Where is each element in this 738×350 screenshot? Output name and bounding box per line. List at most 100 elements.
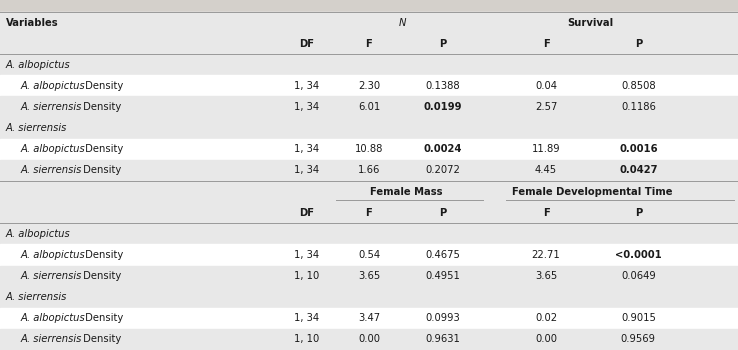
Text: 1, 34: 1, 34 [294, 250, 319, 260]
Text: 4.45: 4.45 [535, 166, 557, 175]
Text: Density: Density [82, 313, 123, 323]
Bar [0, 202, 738, 223]
Text: 3.65: 3.65 [358, 271, 380, 281]
Text: 1, 34: 1, 34 [294, 166, 319, 175]
Text: A. albopictus: A. albopictus [6, 229, 71, 239]
Text: Female Mass: Female Mass [370, 187, 442, 197]
Text: A. albopictus: A. albopictus [21, 313, 86, 323]
Text: 0.54: 0.54 [358, 250, 380, 260]
Text: F: F [365, 39, 373, 49]
Text: 11.89: 11.89 [532, 144, 560, 154]
Text: 1, 34: 1, 34 [294, 144, 319, 154]
Text: Survival: Survival [568, 18, 613, 28]
Text: 0.8508: 0.8508 [621, 81, 655, 91]
Bar [0, 328, 738, 350]
Text: 0.9631: 0.9631 [425, 335, 461, 344]
Text: P: P [439, 39, 446, 49]
Text: Density: Density [80, 271, 122, 281]
Text: 3.65: 3.65 [535, 271, 557, 281]
Text: 0.0993: 0.0993 [425, 313, 461, 323]
Text: 0.1388: 0.1388 [426, 81, 460, 91]
Text: 0.00: 0.00 [358, 335, 380, 344]
Text: 10.88: 10.88 [355, 144, 383, 154]
Text: 1, 34: 1, 34 [294, 313, 319, 323]
Text: P: P [635, 208, 642, 218]
Text: A. sierrensis: A. sierrensis [21, 271, 82, 281]
Text: 0.0649: 0.0649 [621, 271, 656, 281]
Text: 0.4951: 0.4951 [425, 271, 461, 281]
Bar [0, 329, 738, 350]
Text: 1, 34: 1, 34 [294, 102, 319, 112]
Bar [0, 308, 738, 329]
Text: Variables: Variables [6, 18, 58, 28]
Bar [0, 192, 738, 215]
Bar [0, 54, 738, 75]
Text: 0.9015: 0.9015 [621, 313, 656, 323]
Bar [0, 287, 738, 308]
Bar [0, 33, 738, 54]
Bar [0, 35, 738, 57]
Text: A. sierrensis: A. sierrensis [21, 166, 82, 175]
Text: P: P [635, 39, 642, 49]
Text: 0.0024: 0.0024 [424, 144, 462, 154]
Bar [0, 75, 738, 97]
Bar [0, 244, 738, 266]
Bar [0, 181, 738, 202]
Text: Density: Density [82, 250, 123, 260]
Text: 0.0427: 0.0427 [619, 166, 658, 175]
Text: 0.2072: 0.2072 [425, 166, 461, 175]
Text: 2.30: 2.30 [358, 81, 380, 91]
Bar [0, 0, 738, 12]
Text: 0.1186: 0.1186 [621, 102, 656, 112]
Bar [0, 160, 738, 181]
Bar [0, 125, 738, 147]
Text: Density: Density [80, 335, 122, 344]
Text: 22.71: 22.71 [532, 250, 560, 260]
Text: DF: DF [299, 39, 314, 49]
Text: DF: DF [299, 208, 314, 218]
Text: 0.04: 0.04 [535, 81, 557, 91]
Text: 0.02: 0.02 [535, 313, 557, 323]
Text: A. albopictus: A. albopictus [21, 81, 86, 91]
Text: Density: Density [82, 81, 123, 91]
Text: A. albopictus: A. albopictus [21, 144, 86, 154]
Text: A. sierrensis: A. sierrensis [21, 335, 82, 344]
Bar [0, 305, 738, 328]
Text: F: F [365, 208, 373, 218]
Text: 0.0016: 0.0016 [619, 144, 658, 154]
Text: F: F [542, 208, 550, 218]
Text: A. albopictus: A. albopictus [6, 60, 71, 70]
Bar [0, 260, 738, 282]
Text: 0.00: 0.00 [535, 335, 557, 344]
Bar [0, 170, 738, 192]
Text: Density: Density [82, 144, 123, 154]
Text: Density: Density [80, 166, 122, 175]
Text: 6.01: 6.01 [358, 102, 380, 112]
Text: 0.0199: 0.0199 [424, 102, 462, 112]
Bar [0, 79, 738, 102]
Bar [0, 237, 738, 260]
Text: 1, 34: 1, 34 [294, 81, 319, 91]
Text: Female Developmental Time: Female Developmental Time [512, 187, 672, 197]
Bar [0, 57, 738, 79]
Text: P: P [439, 208, 446, 218]
Text: F: F [542, 39, 550, 49]
Text: Density: Density [80, 102, 122, 112]
Bar [0, 266, 738, 287]
Text: 3.47: 3.47 [358, 313, 380, 323]
Text: 0.4675: 0.4675 [425, 250, 461, 260]
Bar [0, 282, 738, 305]
Text: 1, 10: 1, 10 [294, 271, 319, 281]
Bar [0, 215, 738, 237]
Bar [0, 223, 738, 244]
Text: 1.66: 1.66 [358, 166, 380, 175]
Text: A. sierrensis: A. sierrensis [6, 292, 67, 302]
Bar [0, 139, 738, 160]
Bar [0, 12, 738, 33]
Text: 2.57: 2.57 [535, 102, 557, 112]
Bar [0, 102, 738, 125]
Text: N: N [399, 18, 406, 28]
Text: <0.0001: <0.0001 [615, 250, 662, 260]
Text: A. sierrensis: A. sierrensis [6, 123, 67, 133]
Bar [0, 147, 738, 170]
